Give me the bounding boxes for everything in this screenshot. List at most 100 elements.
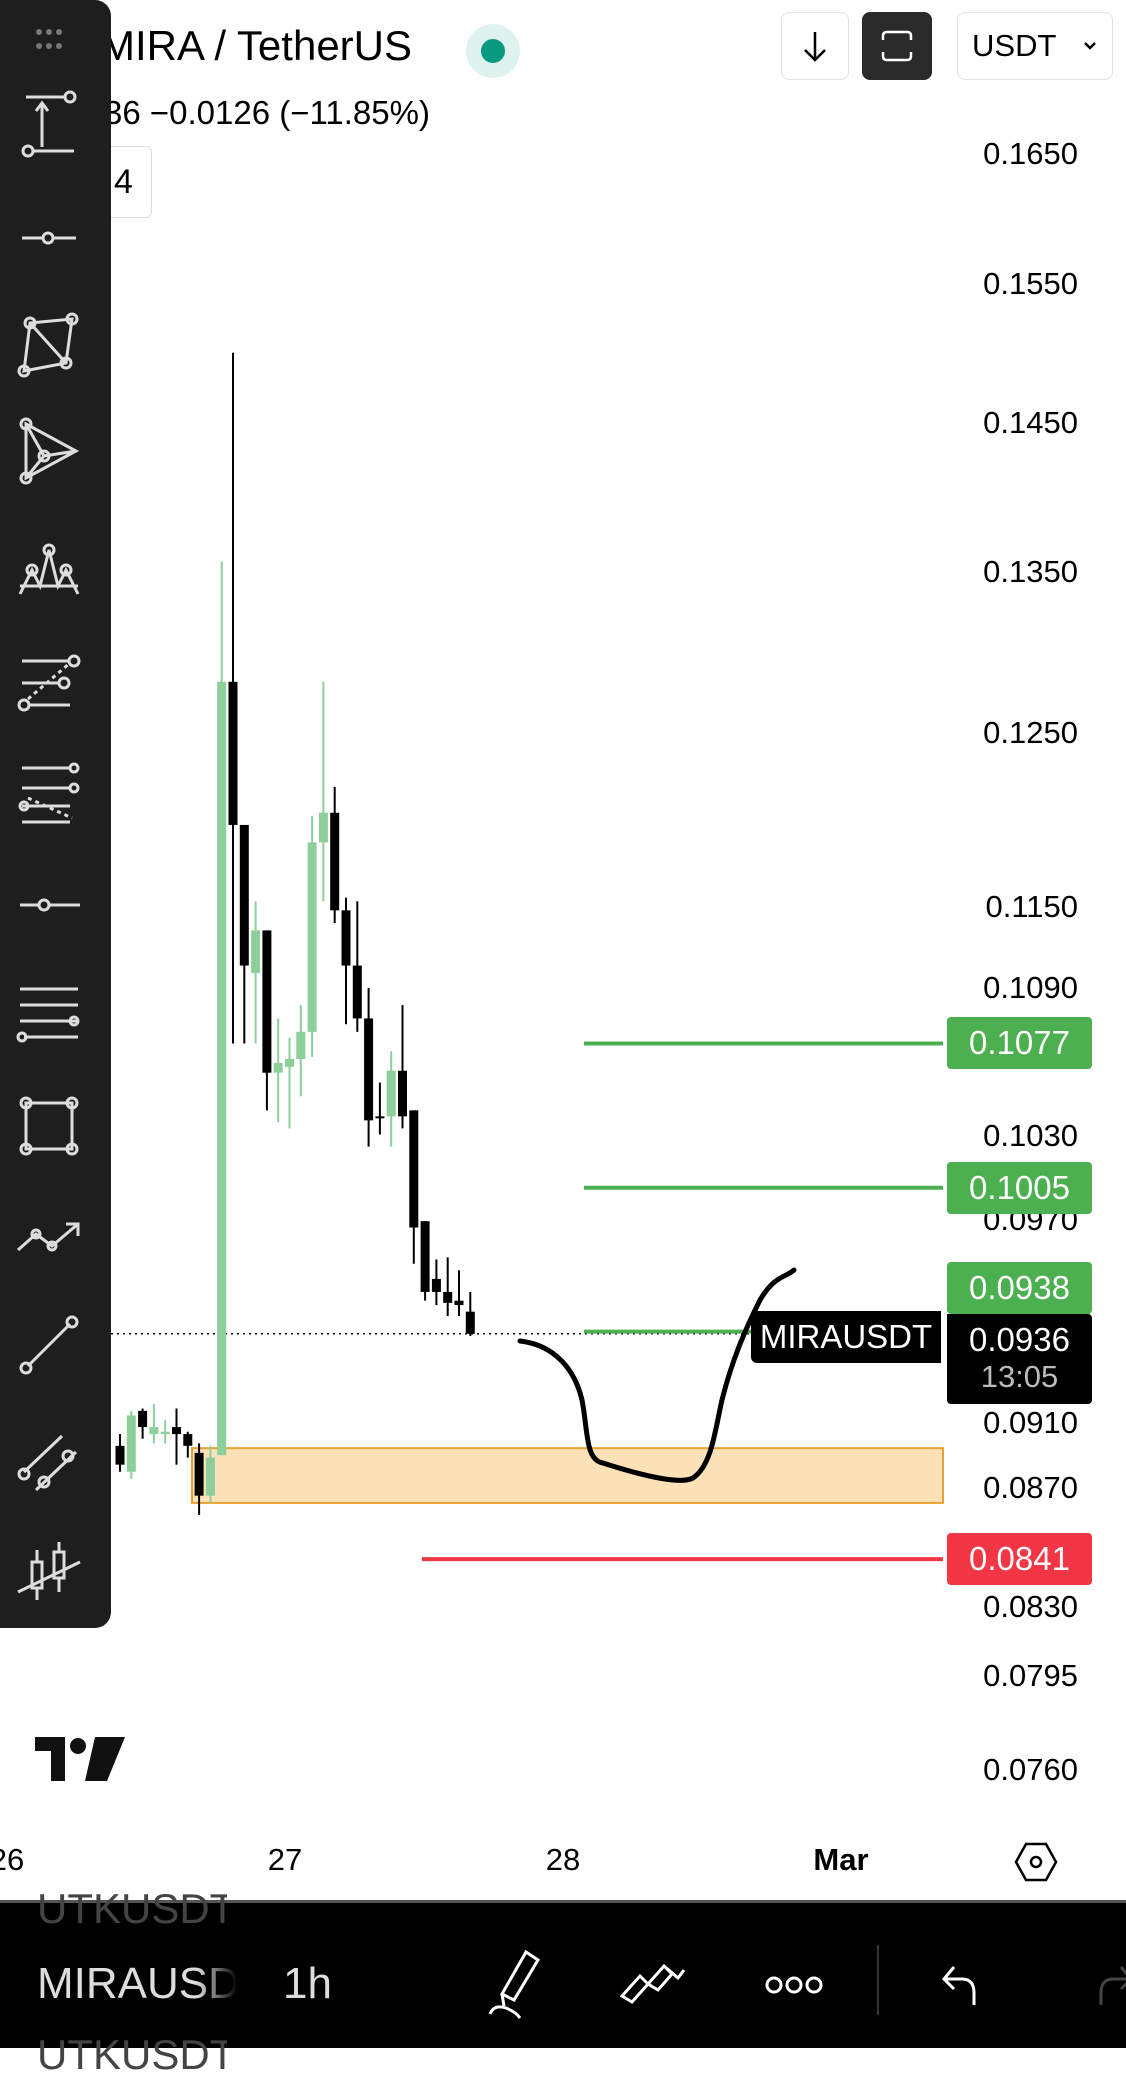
interval-selector[interactable]: 1h	[283, 1959, 332, 2008]
candle	[375, 1082, 385, 1135]
candle-body	[285, 1058, 294, 1067]
price-chart[interactable]	[0, 0, 1126, 1900]
price-tick-label: 0.1030	[983, 1118, 1078, 1154]
last-price-box: 0.0936 13:05	[947, 1314, 1092, 1404]
line-tools-icon[interactable]	[618, 1958, 690, 2006]
undo-icon[interactable]	[940, 1963, 980, 2007]
candle	[443, 1257, 453, 1317]
candle-body	[409, 1110, 419, 1228]
price-change: 36 −0.0126 (−11.85%)	[104, 94, 430, 131]
fib-extension-icon[interactable]	[14, 758, 84, 828]
candle-body	[375, 1116, 385, 1119]
drawing-toolbar	[0, 0, 111, 1628]
candle-body	[341, 910, 351, 966]
price-tick-label: 0.0830	[983, 1588, 1078, 1624]
demand-zone-rectangle[interactable]	[191, 1447, 944, 1504]
interval-box[interactable]: 4	[104, 146, 152, 218]
candle-body	[194, 1452, 204, 1496]
parallel-channel-icon[interactable]	[14, 1428, 84, 1498]
time-tick-label: 28	[545, 1842, 581, 1877]
horizontal-ray-icon[interactable]	[14, 203, 84, 273]
candle-body	[239, 824, 249, 966]
candle	[431, 1259, 441, 1306]
chart-settings-icon[interactable]	[1014, 1840, 1058, 1884]
currency-select[interactable]: USDT	[957, 12, 1113, 80]
symbol-title[interactable]: MIRA / TetherUS	[100, 22, 413, 69]
tradingview-logo	[35, 1737, 125, 1781]
pencil-icon[interactable]	[486, 1948, 546, 2020]
candle	[386, 1051, 396, 1147]
candle-body	[364, 1018, 374, 1121]
candle-body	[454, 1300, 464, 1306]
fullscreen-button[interactable]	[862, 12, 932, 80]
measure-icon[interactable]	[14, 89, 84, 159]
polygon-icon[interactable]	[14, 311, 84, 381]
redo-icon[interactable]	[1095, 1963, 1126, 2007]
candle	[115, 1434, 125, 1472]
candle	[364, 988, 374, 1147]
level-price-label: 0.1005	[947, 1161, 1092, 1214]
candle-body	[330, 812, 340, 911]
parallel-lines-icon[interactable]	[14, 977, 84, 1047]
candle-body	[251, 930, 261, 974]
price-tick-label: 0.1090	[983, 970, 1078, 1006]
candle-body	[115, 1445, 125, 1465]
more-dots-icon[interactable]	[764, 1970, 824, 2000]
time-tick-label: Mar	[813, 1842, 869, 1877]
candle-body	[307, 842, 317, 1032]
candle	[149, 1403, 159, 1444]
price-tick-label: 0.1550	[983, 266, 1078, 302]
download-button[interactable]	[781, 12, 849, 80]
price-tick-label: 0.1150	[985, 888, 1078, 924]
price-tick-label: 0.1350	[983, 554, 1078, 590]
candle	[273, 1018, 283, 1123]
candle	[398, 1005, 407, 1129]
candle-body	[138, 1410, 148, 1428]
trend-line-icon[interactable]	[14, 1310, 84, 1380]
candle	[172, 1408, 181, 1465]
ghost-symbol-above: UTKUSDT	[37, 1885, 227, 1932]
candle-body	[318, 812, 328, 843]
path-arrow-icon[interactable]	[14, 1202, 84, 1272]
candle-body	[183, 1434, 193, 1446]
fullscreen-icon	[881, 30, 913, 62]
candle	[307, 816, 317, 1058]
fib-retracement-icon[interactable]	[14, 647, 84, 717]
level-price-label: 0.0938	[947, 1261, 1092, 1314]
candle	[409, 1110, 419, 1264]
candle-body	[398, 1070, 407, 1117]
time-tick-label: 27	[267, 1842, 303, 1877]
candle	[194, 1443, 204, 1516]
level-price-label: 0.1077	[947, 1017, 1092, 1070]
candle	[352, 901, 362, 1032]
candle	[183, 1431, 193, 1458]
price-tick-label: 0.0910	[983, 1404, 1078, 1440]
candle	[126, 1410, 136, 1479]
candle-body	[420, 1221, 430, 1292]
rectangle-icon[interactable]	[14, 1091, 84, 1161]
head-and-shoulders-icon[interactable]	[14, 536, 84, 606]
candle-body	[296, 1031, 306, 1059]
candle	[239, 824, 249, 1044]
candle	[228, 352, 238, 1044]
candle	[341, 897, 351, 1025]
candle-body	[386, 1070, 396, 1117]
market-open-dot-icon	[481, 39, 505, 63]
candle-body	[205, 1457, 215, 1496]
triangle-pattern-icon[interactable]	[14, 416, 84, 486]
horizontal-line-icon[interactable]	[14, 870, 84, 940]
chevron-down-icon	[1084, 42, 1096, 50]
candle-body	[217, 681, 227, 1456]
drag-handle-icon[interactable]	[14, 4, 84, 74]
last-price-value: 0.0936	[969, 1321, 1070, 1358]
currency-value: USDT	[972, 28, 1057, 63]
symbol-selector[interactable]: MIRAUSD	[37, 1959, 237, 2008]
candle	[330, 786, 340, 924]
hand-drawn-curve	[517, 1267, 797, 1483]
candle-body	[273, 1062, 283, 1073]
candle	[296, 1005, 306, 1097]
candle-body	[160, 1431, 170, 1435]
candle	[465, 1291, 475, 1337]
candles-tool-icon[interactable]	[14, 1536, 84, 1606]
candle-body	[465, 1311, 475, 1334]
